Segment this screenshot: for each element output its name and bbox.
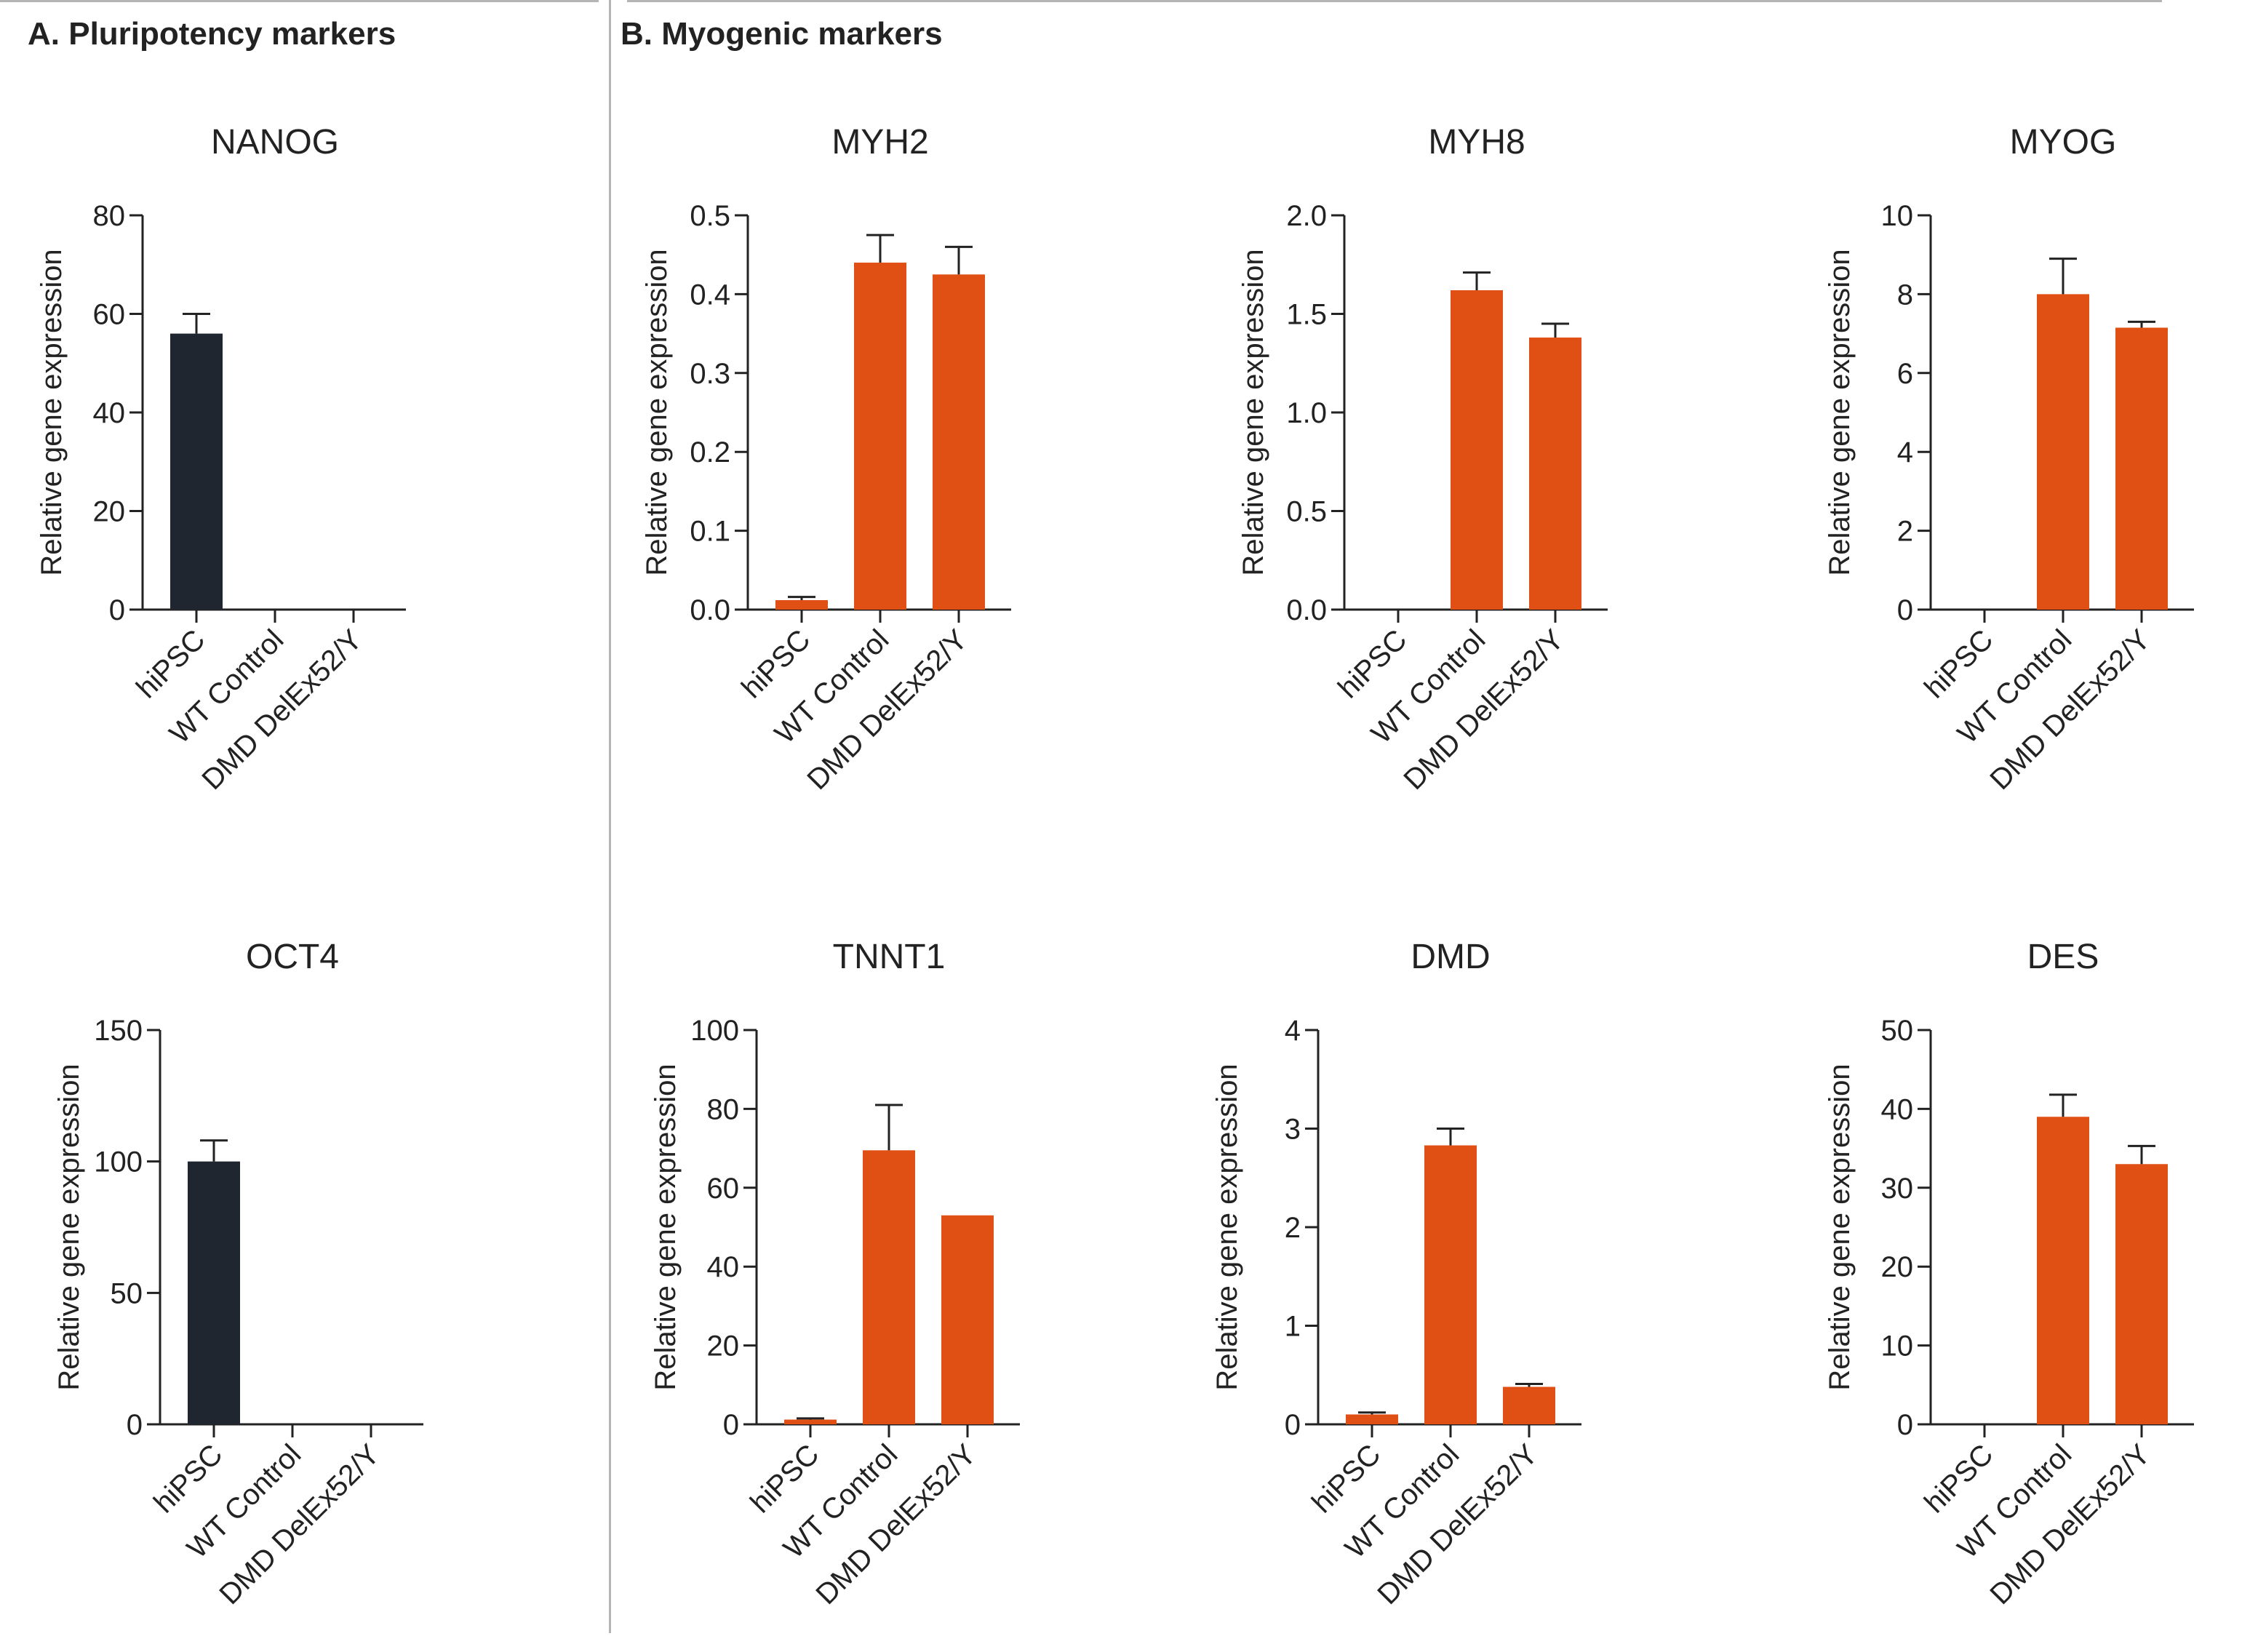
- myh2-bar: [854, 263, 906, 610]
- oct4-chart-title: OCT4: [246, 938, 339, 976]
- tnnt1-y-tick-label: 60: [707, 1173, 740, 1205]
- des-y-tick-label: 30: [1881, 1173, 1914, 1205]
- myh2-y-tick-label: 0.4: [690, 279, 730, 311]
- myog-y-tick-label: 2: [1897, 516, 1913, 548]
- myh8-y-tick-label: 0.0: [1286, 594, 1327, 626]
- myh2-y-axis-label: Relative gene expression: [641, 249, 673, 575]
- dmd-y-tick-label: 4: [1285, 1015, 1301, 1047]
- myh2-y-tick-label: 0.0: [690, 594, 730, 626]
- section-b-title: B. Myogenic markers: [621, 16, 943, 52]
- dmd-bar: [1346, 1414, 1398, 1424]
- tnnt1-chart-title: TNNT1: [833, 938, 946, 976]
- myh8-y-tick-label: 1.5: [1286, 299, 1327, 331]
- myh2-y-tick-label: 0.5: [690, 200, 730, 232]
- nanog-y-tick-label: 0: [109, 594, 125, 626]
- des-bar: [2037, 1117, 2089, 1424]
- nanog-y-tick-label: 80: [93, 200, 126, 232]
- top-rule-left: [0, 0, 599, 2]
- tnnt1-bar: [863, 1150, 915, 1424]
- dmd-chart-title: DMD: [1411, 938, 1490, 976]
- dmd-y-axis-label: Relative gene expression: [1211, 1064, 1243, 1390]
- myh8-y-tick-label: 1.0: [1286, 397, 1327, 429]
- section-divider: [609, 0, 611, 1633]
- myh2-bar: [933, 274, 985, 610]
- myog-y-tick-label: 0: [1897, 594, 1913, 626]
- myog-chart-title: MYOG: [2010, 123, 2117, 161]
- tnnt1-y-tick-label: 40: [707, 1251, 740, 1283]
- myog-bar: [2115, 327, 2168, 610]
- dmd-y-tick-label: 3: [1285, 1114, 1301, 1146]
- myog-y-tick-label: 6: [1897, 358, 1913, 390]
- myh8-y-axis-label: Relative gene expression: [1237, 249, 1269, 575]
- oct4-y-tick-label: 0: [127, 1409, 143, 1441]
- section-a-title: A. Pluripotency markers: [28, 16, 396, 52]
- tnnt1-y-tick-label: 0: [723, 1409, 739, 1441]
- dmd-y-tick-label: 1: [1285, 1311, 1301, 1343]
- tnnt1-y-tick-label: 100: [690, 1015, 739, 1047]
- tnnt1-bar: [784, 1419, 837, 1424]
- des-y-axis-label: Relative gene expression: [1824, 1064, 1856, 1390]
- nanog-y-tick-label: 60: [93, 299, 126, 331]
- oct4-y-tick-label: 100: [94, 1146, 143, 1178]
- des-bar: [2115, 1164, 2168, 1424]
- nanog-y-tick-label: 40: [93, 397, 126, 429]
- myh8-bar: [1529, 338, 1581, 610]
- nanog-chart-title: NANOG: [211, 123, 339, 161]
- des-y-tick-label: 20: [1881, 1251, 1914, 1283]
- oct4-y-tick-label: 50: [111, 1277, 143, 1309]
- dmd-bar: [1424, 1145, 1477, 1424]
- nanog-bar: [170, 333, 223, 610]
- myog-y-tick-label: 8: [1897, 279, 1913, 311]
- top-rule-right: [627, 0, 2162, 2]
- des-y-tick-label: 40: [1881, 1093, 1914, 1125]
- myh2-chart-title: MYH2: [831, 123, 928, 161]
- myog-y-tick-label: 4: [1897, 436, 1913, 468]
- myh2-y-tick-label: 0.2: [690, 436, 730, 468]
- myh8-y-tick-label: 2.0: [1286, 200, 1327, 232]
- dmd-bar: [1503, 1386, 1555, 1424]
- des-chart-title: DES: [2027, 938, 2099, 976]
- des-y-tick-label: 0: [1897, 1409, 1913, 1441]
- dmd-y-tick-label: 0: [1285, 1409, 1301, 1441]
- tnnt1-bar: [941, 1215, 994, 1424]
- tnnt1-y-tick-label: 20: [707, 1330, 740, 1362]
- myh8-y-tick-label: 0.5: [1286, 496, 1327, 528]
- oct4-bar: [188, 1161, 240, 1424]
- dmd-y-tick-label: 2: [1285, 1212, 1301, 1244]
- myh2-y-tick-label: 0.1: [690, 516, 730, 548]
- myh2-y-tick-label: 0.3: [690, 358, 730, 390]
- tnnt1-y-axis-label: Relative gene expression: [650, 1064, 682, 1390]
- myh8-bar: [1451, 290, 1503, 610]
- nanog-y-tick-label: 20: [93, 496, 126, 528]
- des-y-tick-label: 50: [1881, 1015, 1914, 1047]
- myog-y-axis-label: Relative gene expression: [1824, 249, 1856, 575]
- oct4-y-axis-label: Relative gene expression: [53, 1064, 85, 1390]
- myog-bar: [2037, 294, 2089, 610]
- tnnt1-y-tick-label: 80: [707, 1093, 740, 1125]
- des-y-tick-label: 10: [1881, 1330, 1914, 1362]
- myh2-bar: [775, 599, 828, 610]
- oct4-y-tick-label: 150: [94, 1015, 143, 1047]
- myh8-chart-title: MYH8: [1428, 123, 1525, 161]
- nanog-y-axis-label: Relative gene expression: [36, 249, 68, 575]
- myog-y-tick-label: 10: [1881, 200, 1914, 232]
